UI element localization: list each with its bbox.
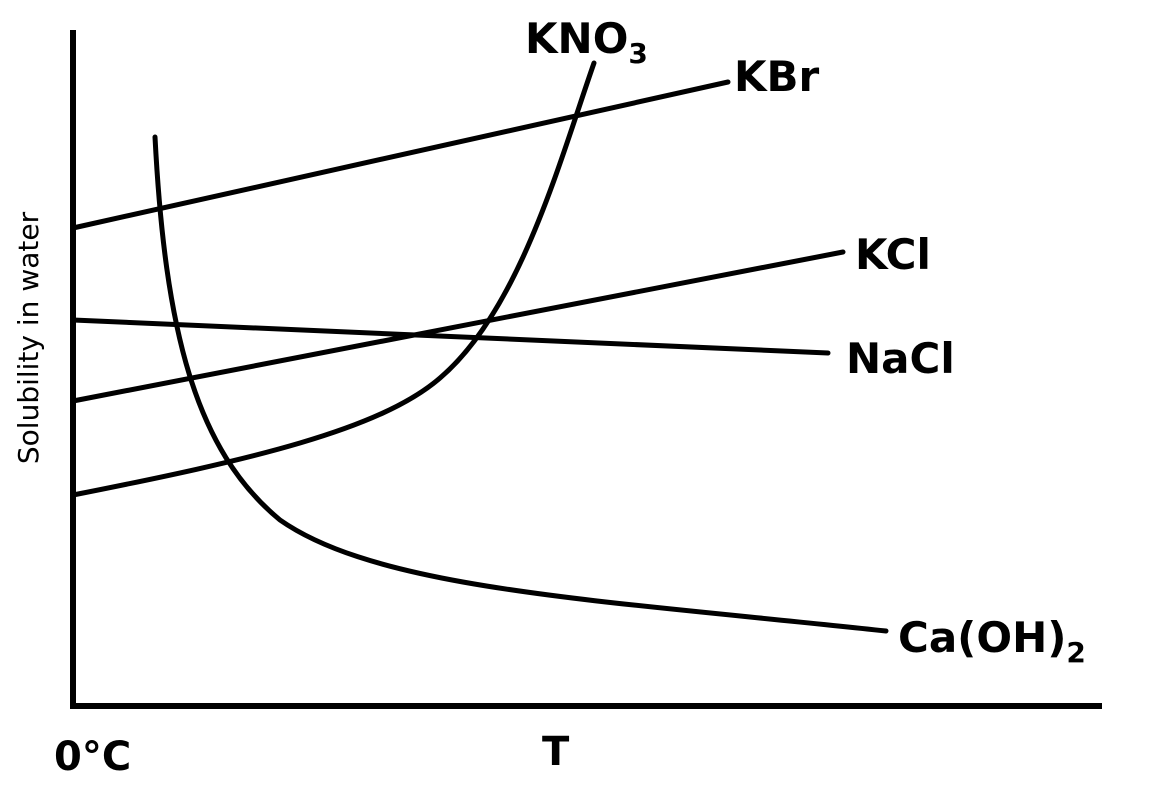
series-line-kcl [70,249,846,404]
y-axis-title: Solubility in water [12,211,45,464]
x-tick-label-origin: 0°C [54,734,131,780]
series-label-nacl: NaCl [846,334,955,383]
series-line-kno3 [70,60,597,498]
series-line-caoh2 [152,134,889,634]
series-label-kno3: KNO3 [525,14,648,70]
series-label-kno3-main: KNO [525,14,628,63]
series-line-kbr [70,79,731,231]
x-tick-label-t: T [542,729,570,775]
series-label-caoh2-subscript: 2 [1066,636,1085,669]
series-label-kcl: KCl [855,230,931,279]
series-label-kno3-subscript: 3 [628,37,647,70]
series-label-caoh2: Ca(OH)2 [898,613,1086,669]
series-label-caoh2-main: Ca(OH) [898,613,1066,662]
series-label-kbr: KBr [734,52,820,101]
series-line-nacl [70,317,831,356]
